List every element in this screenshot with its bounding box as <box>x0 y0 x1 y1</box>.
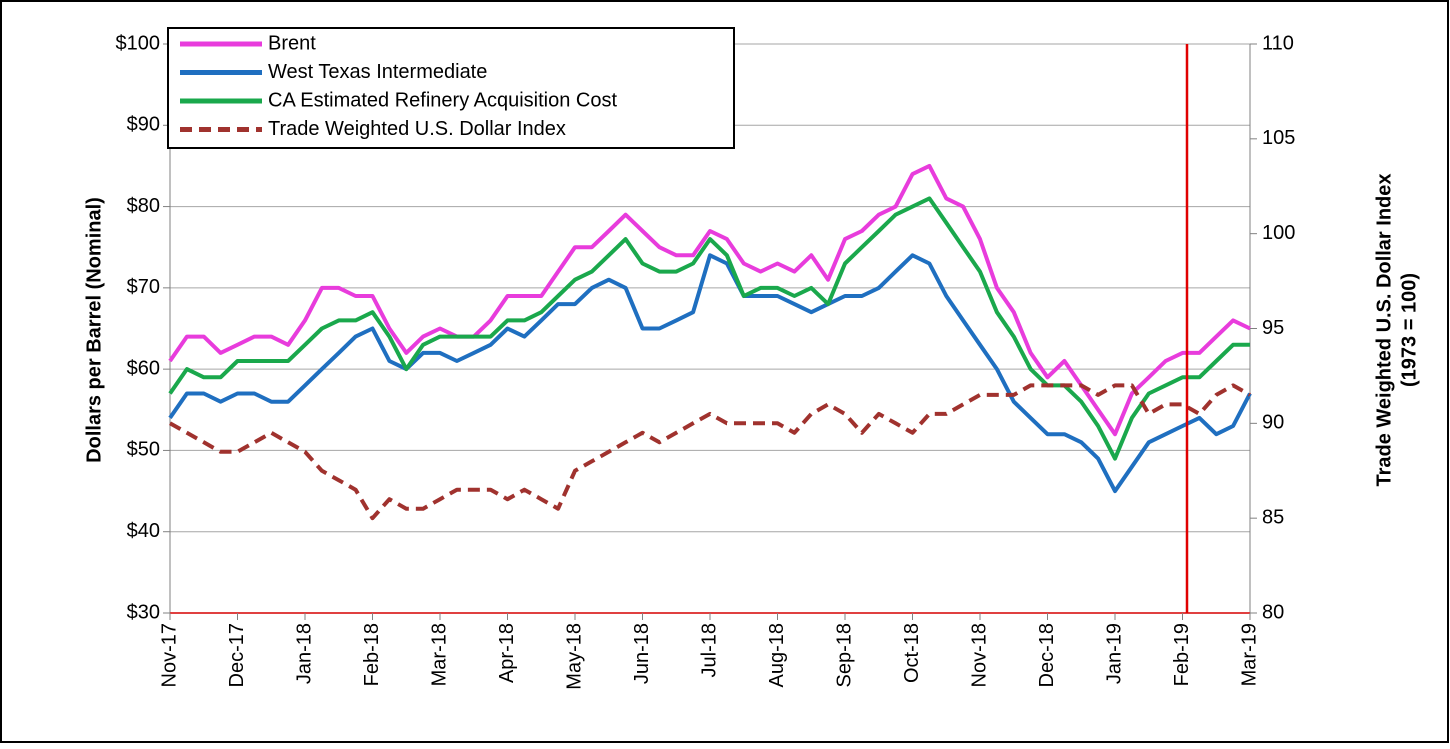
legend-box <box>167 27 735 149</box>
legend: Brent West Texas Intermediate CA Estimated… <box>167 27 735 149</box>
y-axis-title: Dollars per Barrel (Nominal) <box>83 197 105 463</box>
y-tick-label: $50 <box>127 439 160 461</box>
x-tick-label: Jul-18 <box>698 623 720 677</box>
plot <box>168 163 1252 521</box>
line-series <box>168 163 1251 437</box>
y2-tick-label: 110 <box>1262 32 1294 54</box>
x-tick-label: Aug-18 <box>766 623 788 688</box>
x-tick-label: Jan-19 <box>1103 623 1125 684</box>
y-tick-label: $80 <box>127 195 160 217</box>
y-tick-label: $60 <box>127 357 160 379</box>
legend-label: West Texas Intermediate <box>268 61 487 83</box>
legend-label: CA Estimated Refinery Acquisition Cost <box>268 89 617 111</box>
x-tick-label: Feb-18 <box>361 623 383 686</box>
y2-tick-label: 105 <box>1262 127 1295 149</box>
y2-tick-label: 90 <box>1262 412 1284 434</box>
y2-axis-title: (1973 = 100) <box>1398 273 1420 387</box>
line-series <box>168 196 1250 461</box>
x-tick-label: Jan-18 <box>293 623 315 684</box>
x-tick-label: Jun-18 <box>631 623 653 684</box>
x-tick-label: Nov-18 <box>968 623 990 687</box>
y2-tick-label: 95 <box>1262 317 1284 339</box>
x-tick-label: Feb-19 <box>1171 623 1193 686</box>
legend-label: Brent <box>268 32 316 54</box>
y-tick-label: $40 <box>127 520 160 542</box>
line-series <box>169 383 1251 521</box>
y2-tick-label: 80 <box>1262 601 1284 623</box>
x-tick-label: Nov-17 <box>158 623 180 687</box>
x-tick-label: Dec-18 <box>1036 623 1058 687</box>
y2-tick-label: 85 <box>1262 506 1284 528</box>
x-tick-label: Dec-17 <box>226 623 248 687</box>
y-tick-label: $90 <box>127 114 160 136</box>
y-tick-label: $30 <box>127 601 160 623</box>
y-tick-label: $70 <box>127 276 160 298</box>
x-tick-label: Mar-19 <box>1238 623 1260 686</box>
legend-label: Trade Weighted U.S. Dollar Index <box>268 118 566 140</box>
y2-axis-title: Trade Weighted U.S. Dollar Index <box>1373 173 1395 486</box>
line-series <box>168 253 1252 494</box>
x-tick-label: May-18 <box>563 623 585 690</box>
x-tick-label: Sep-18 <box>833 623 855 688</box>
x-tick-label: Apr-18 <box>496 623 518 683</box>
y2-tick-label: 100 <box>1262 222 1295 244</box>
y-tick-label: $100 <box>116 32 161 54</box>
x-tick-label: Oct-18 <box>901 623 923 683</box>
x-tick-label: Mar-18 <box>428 623 450 686</box>
